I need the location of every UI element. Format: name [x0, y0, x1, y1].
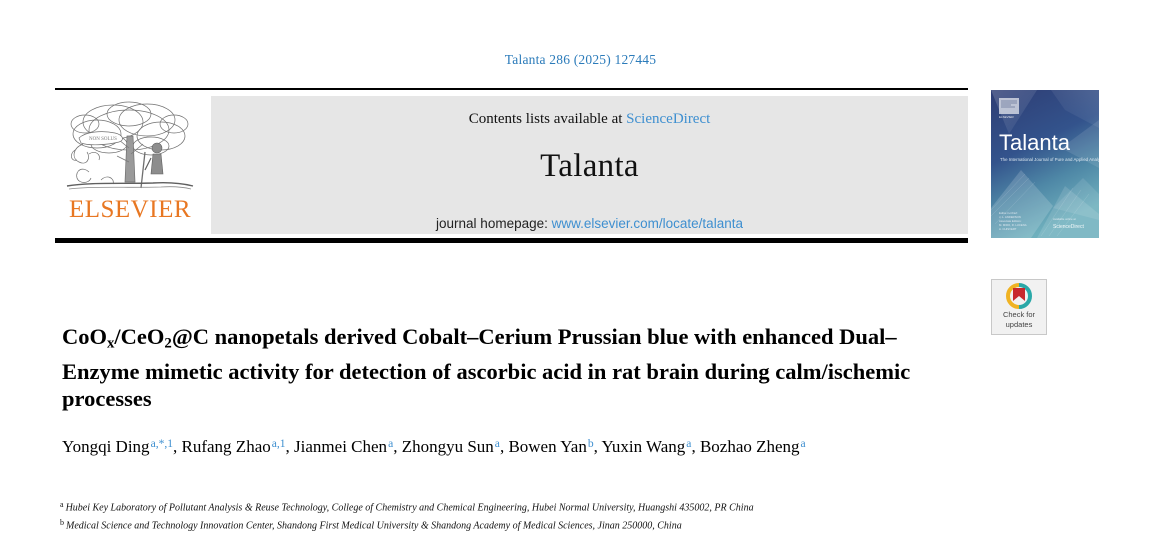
author-affiliation-mark: b — [587, 437, 594, 450]
svg-text:Available online at: Available online at — [1053, 217, 1076, 221]
masthead-top-rule — [55, 88, 968, 90]
affiliation-item: b Medical Science and Technology Innovati… — [60, 516, 980, 534]
sciencedirect-link[interactable]: ScienceDirect — [626, 111, 711, 127]
article-title-sub2: 2 — [164, 335, 172, 352]
author-name: Bozhao Zheng — [699, 437, 800, 457]
journal-homepage-label: journal homepage: — [436, 216, 552, 231]
journal-homepage-link[interactable]: www.elsevier.com/locate/talanta — [551, 216, 743, 231]
author-affiliation-mark: a — [800, 437, 806, 450]
elsevier-tree-icon: NON SOLUS — [61, 96, 199, 200]
crossmark-label: Check for updates — [992, 310, 1046, 329]
journal-masthead: NON SOLUS ELSEVIER Contents lists availa… — [55, 88, 968, 234]
masthead-body: NON SOLUS ELSEVIER Contents lists availa… — [55, 90, 968, 234]
author-name: Zhongyu Sun — [401, 437, 494, 457]
svg-text:The International Journal of P: The International Journal of Pure and Ap… — [1000, 157, 1099, 162]
elsevier-wordmark: ELSEVIER — [68, 196, 192, 223]
affiliation-text: Medical Science and Technology Innovatio… — [66, 520, 682, 532]
author-name: Jianmei Chen — [294, 437, 388, 457]
author-separator: , — [393, 437, 402, 457]
crossmark-badge[interactable]: Check for updates — [991, 279, 1047, 335]
article-title-part2: /CeO — [114, 324, 165, 350]
author-name: Rufang Zhao — [181, 437, 271, 457]
masthead-bottom-rule — [55, 238, 968, 243]
author-affiliation-mark: a — [686, 437, 692, 450]
svg-text:J. L. ANDERSON: J. L. ANDERSON — [999, 215, 1021, 219]
crossmark-line2: updates — [1005, 319, 1033, 329]
affiliation-mark: a — [60, 500, 64, 509]
author-name: Yuxin Wang — [601, 437, 686, 457]
article-title: CoOx/CeO2@C nanopetals derived Cobalt–Ce… — [62, 323, 962, 413]
author-affiliation-mark: a — [388, 437, 394, 450]
svg-text:Associate Editors:: Associate Editors: — [999, 219, 1022, 223]
journal-title: Talanta — [540, 148, 639, 184]
elsevier-logo: NON SOLUS ELSEVIER — [55, 96, 205, 234]
author-affiliation-mark: a,1 — [271, 437, 286, 450]
crossmark-icon — [1006, 283, 1032, 309]
svg-text:Editor-in-Chief:: Editor-in-Chief: — [999, 211, 1018, 215]
svg-text:NON SOLUS: NON SOLUS — [89, 137, 117, 142]
author-separator: , — [499, 437, 509, 457]
author-separator: , — [691, 437, 700, 457]
crossmark-line1: Check for — [1002, 310, 1036, 319]
author-name: Yongqi Ding — [62, 437, 150, 457]
article-title-sub1: x — [107, 335, 115, 352]
author-affiliation-mark: a — [494, 437, 500, 450]
svg-text:M. MIRO, R. LUCENA: M. MIRO, R. LUCENA — [999, 223, 1027, 227]
author-name: Bowen Yan — [508, 437, 587, 457]
author-separator: , — [173, 437, 182, 457]
journal-cover-image: ELSEVIER Talanta The International Journ… — [991, 90, 1099, 238]
journal-running-head: Talanta 286 (2025) 127445 — [504, 52, 657, 67]
article-title-part3: @C nanopetals derived Cobalt–Cerium Prus… — [62, 324, 911, 412]
contents-lists-line: Contents lists available at ScienceDirec… — [211, 111, 968, 128]
svg-text:ScienceDirect: ScienceDirect — [1053, 224, 1084, 230]
affiliation-item: a Hubei Key Laboratory of Pollutant Analy… — [60, 498, 980, 516]
affiliation-mark: b — [60, 517, 64, 527]
masthead-grey-panel: Contents lists available at ScienceDirec… — [211, 96, 968, 234]
author-list: Yongqi Dinga,*,1, Rufang Zhaoa,1, Jianme… — [62, 432, 962, 458]
author-affiliation-mark: a,*,1 — [150, 437, 174, 450]
author-separator: , — [593, 437, 602, 457]
journal-homepage-line: journal homepage: www.elsevier.com/locat… — [211, 216, 968, 231]
article-title-part1: CoO — [62, 324, 107, 350]
affiliation-text: Hubei Key Laboratory of Pollutant Analys… — [65, 502, 754, 514]
affiliation-list: a Hubei Key Laboratory of Pollutant Analy… — [60, 498, 980, 533]
svg-text:Talanta: Talanta — [999, 130, 1071, 155]
svg-text:A. CHISVERT: A. CHISVERT — [999, 227, 1017, 231]
author-separator: , — [285, 437, 295, 457]
contents-lists-prefix: Contents lists available at — [468, 111, 627, 127]
svg-text:ELSEVIER: ELSEVIER — [999, 115, 1015, 119]
